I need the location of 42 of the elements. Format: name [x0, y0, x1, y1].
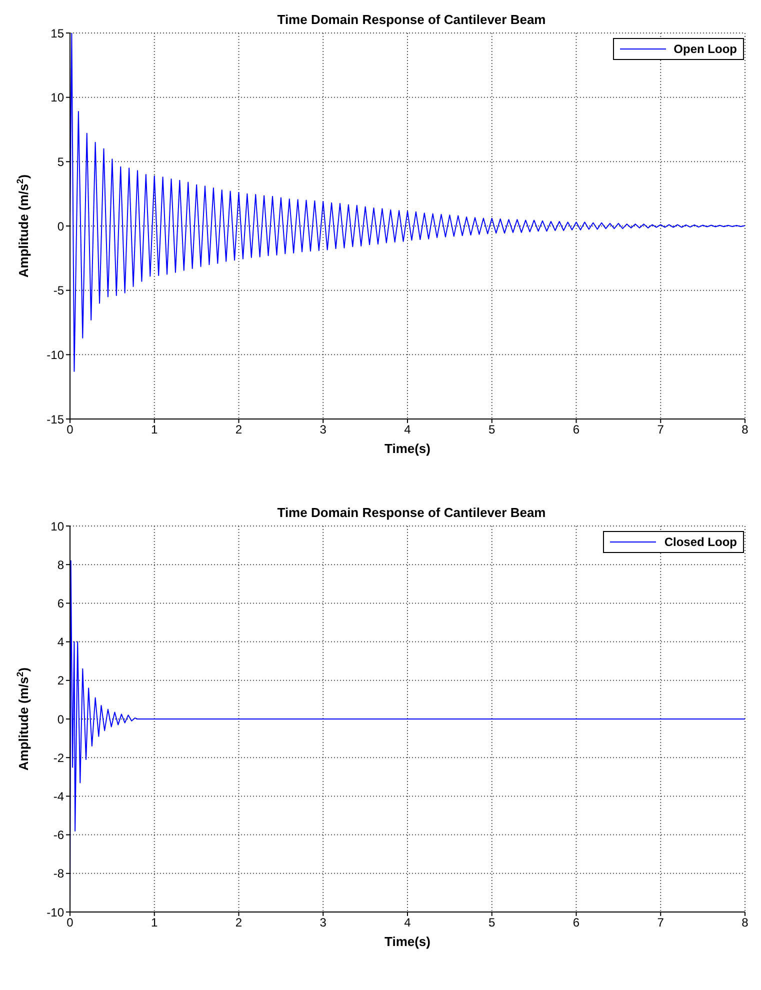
y-tick-label: 8	[57, 558, 64, 572]
y-tick-label: 4	[57, 635, 64, 650]
y-tick-label: 10	[50, 90, 64, 105]
x-tick-label: 0	[66, 916, 74, 930]
y-tick-label: 5	[57, 154, 64, 169]
y-tick-label: -4	[53, 789, 64, 804]
x-tick-label: 5	[488, 422, 496, 437]
x-tick-label: 6	[572, 422, 580, 437]
y-tick-label: 0	[57, 712, 64, 726]
x-tick-label: 2	[235, 422, 242, 437]
y-tick-label: -2	[53, 750, 64, 765]
y-tick-label: -10	[46, 348, 64, 362]
x-tick-label: 3	[320, 916, 327, 930]
x-tick-label: 1	[151, 422, 158, 437]
chart-title: Time Domain Response of Cantilever Beam	[276, 505, 547, 520]
chart-title: Time Domain Response of Cantilever Beam	[276, 12, 547, 27]
x-tick-label: 2	[235, 916, 242, 930]
x-tick-label: 4	[404, 916, 412, 930]
y-tick-label: 2	[57, 674, 64, 688]
y-tick-label: -6	[53, 828, 64, 842]
x-tick-label: 8	[742, 916, 749, 930]
y-tick-label: 15	[50, 26, 64, 40]
x-axis-title: Time(s)	[384, 934, 430, 949]
y-tick-label: 10	[50, 519, 64, 534]
y-tick-label: 6	[57, 596, 64, 610]
x-axis-title: Time(s)	[384, 441, 430, 456]
legend-label: Closed Loop	[664, 535, 737, 549]
x-tick-label: 6	[572, 916, 580, 930]
x-tick-label: 7	[657, 916, 664, 930]
x-tick-label: 8	[742, 422, 749, 437]
y-tick-label: -8	[53, 866, 64, 881]
x-tick-label: 0	[66, 422, 74, 437]
x-tick-label: 3	[320, 422, 327, 437]
x-tick-label: 5	[488, 916, 496, 930]
x-tick-label: 1	[151, 916, 158, 930]
legend-label: Open Loop	[674, 42, 737, 56]
y-tick-label: 0	[57, 219, 64, 234]
x-tick-label: 4	[404, 422, 412, 437]
y-tick-label: -15	[46, 412, 64, 426]
y-tick-label: -5	[53, 284, 64, 298]
x-tick-label: 7	[657, 422, 664, 437]
y-tick-label: -10	[46, 905, 64, 920]
